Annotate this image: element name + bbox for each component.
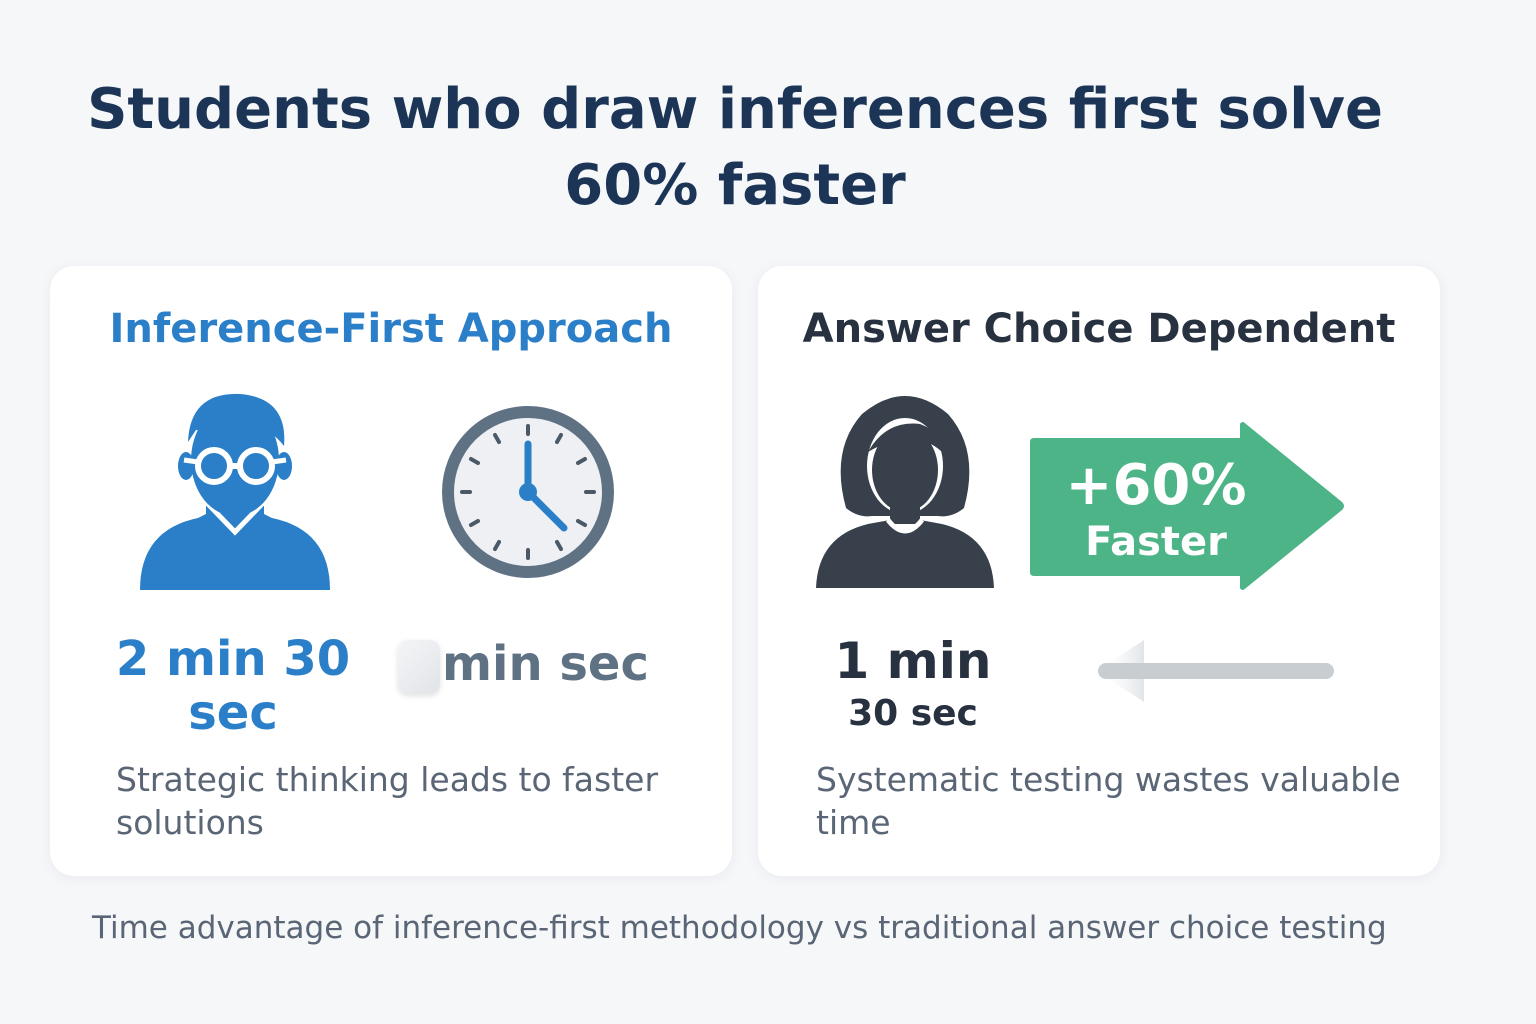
- card-title-answer-choice: Answer Choice Dependent: [802, 306, 1396, 352]
- answer-time-line2: 30 sec: [848, 693, 978, 734]
- badge-label: Faster: [1085, 519, 1227, 565]
- inference-description: Strategic thinking leads to faster solut…: [116, 760, 659, 842]
- answer-time-line1: 1 min: [834, 632, 992, 690]
- male-student-with-glasses-icon: [140, 393, 330, 590]
- inference-first-card: Inference-First Approach: [50, 266, 732, 876]
- answer-description: Systematic testing wastes valuable time: [816, 760, 1401, 842]
- caption: Time advantage of inference-first method…: [92, 910, 1387, 946]
- left-arrow-icon: [1096, 640, 1334, 702]
- secondary-time: min sec: [442, 636, 649, 692]
- headline: Students who draw inferences first solve…: [87, 77, 1383, 218]
- female-student-icon: [816, 396, 994, 588]
- answer-choice-card: Answer Choice Dependent +60% Faster 1 mi…: [758, 266, 1440, 876]
- inference-time-line1: 2 min 30: [115, 631, 351, 687]
- inference-time-line2: sec: [188, 685, 278, 741]
- right-arrow-badge-icon: [1030, 422, 1344, 590]
- blurred-placeholder: [398, 640, 440, 694]
- card-title-inference-first: Inference-First Approach: [109, 306, 673, 352]
- badge-percent: +60%: [1065, 453, 1247, 518]
- clock-icon: [442, 406, 614, 578]
